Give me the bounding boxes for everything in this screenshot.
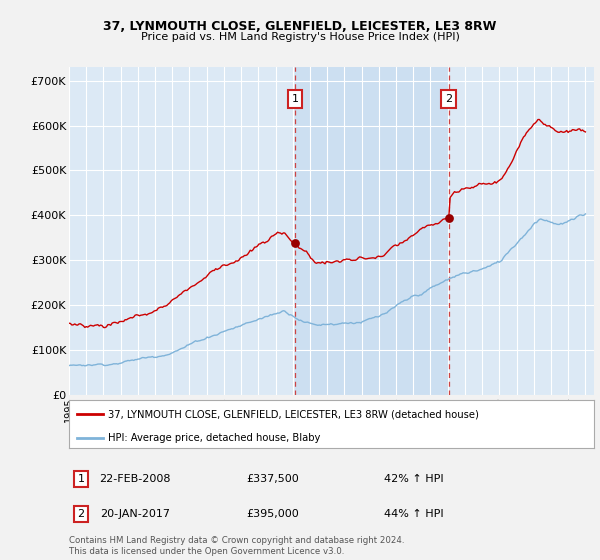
Text: 22-FEB-2008: 22-FEB-2008	[99, 474, 171, 484]
Text: 37, LYNMOUTH CLOSE, GLENFIELD, LEICESTER, LE3 8RW (detached house): 37, LYNMOUTH CLOSE, GLENFIELD, LEICESTER…	[109, 410, 479, 419]
Text: 37, LYNMOUTH CLOSE, GLENFIELD, LEICESTER, LE3 8RW: 37, LYNMOUTH CLOSE, GLENFIELD, LEICESTER…	[103, 20, 497, 32]
Text: 2: 2	[77, 509, 85, 519]
Text: Price paid vs. HM Land Registry's House Price Index (HPI): Price paid vs. HM Land Registry's House …	[140, 32, 460, 43]
Text: Contains HM Land Registry data © Crown copyright and database right 2024.
This d: Contains HM Land Registry data © Crown c…	[69, 536, 404, 556]
Text: 2: 2	[445, 94, 452, 104]
Text: £395,000: £395,000	[247, 509, 299, 519]
Text: 42% ↑ HPI: 42% ↑ HPI	[384, 474, 443, 484]
Text: 1: 1	[292, 94, 299, 104]
Point	[444, 213, 454, 222]
Bar	[295, 67, 449, 395]
Point	[290, 239, 300, 248]
Text: 20-JAN-2017: 20-JAN-2017	[100, 509, 170, 519]
Text: 44% ↑ HPI: 44% ↑ HPI	[384, 509, 443, 519]
Text: 1: 1	[77, 474, 85, 484]
Text: HPI: Average price, detached house, Blaby: HPI: Average price, detached house, Blab…	[109, 433, 321, 444]
Text: £337,500: £337,500	[247, 474, 299, 484]
